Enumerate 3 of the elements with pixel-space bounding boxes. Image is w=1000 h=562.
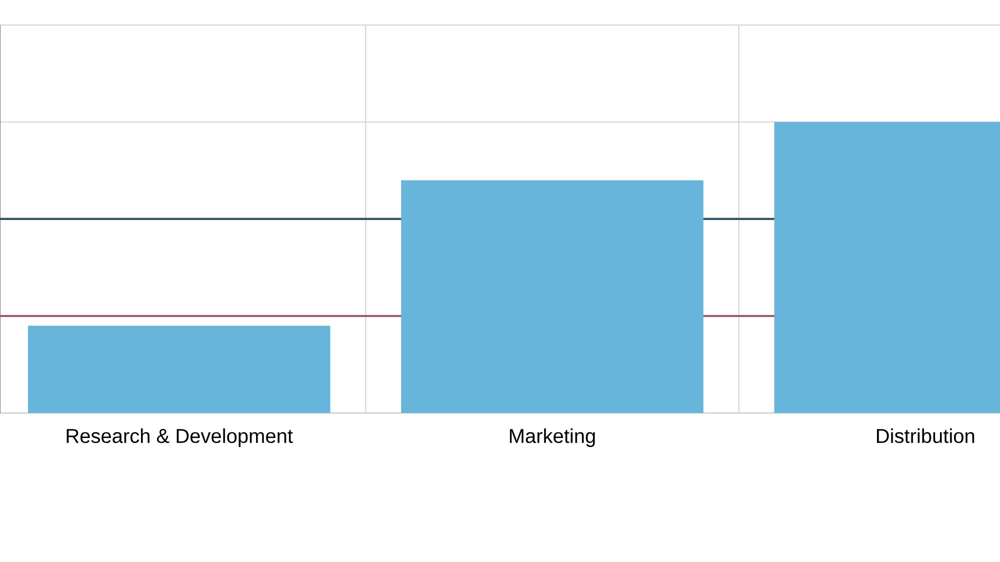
- x-tick-label: Distribution: [876, 428, 974, 444]
- x-tick-label: Marketing: [510, 428, 595, 448]
- x-tick-label: Research & Development: [66, 428, 293, 448]
